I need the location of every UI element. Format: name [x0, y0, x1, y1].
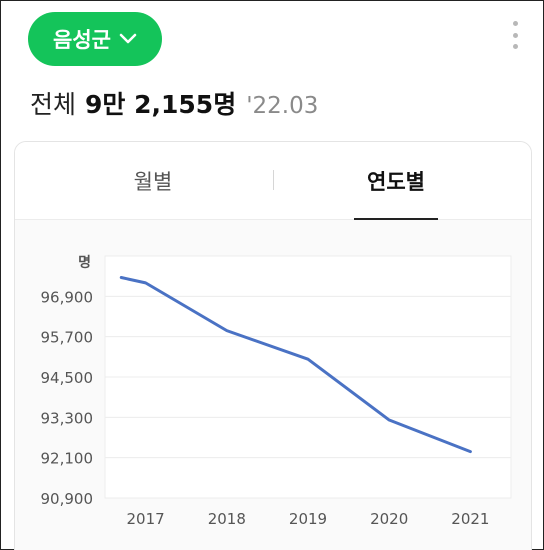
series-line [119, 276, 472, 454]
tab-yearly[interactable]: 연도별 [367, 170, 425, 194]
population-line-chart: 명 96,900 95,700 94,500 93,300 92,100 90,900 201… [41, 254, 512, 528]
chevron-down-icon [119, 33, 137, 44]
y-tick-label: 95,700 [41, 329, 94, 347]
y-tick-label: 94,500 [41, 369, 94, 387]
active-tab-indicator [354, 218, 438, 220]
tab-monthly[interactable]: 월별 [133, 170, 173, 194]
more-vertical-icon[interactable] [506, 19, 524, 51]
x-tick-label: 2021 [451, 510, 489, 528]
region-select-button[interactable]: 음성군 [28, 12, 162, 66]
y-tick-label: 90,900 [41, 490, 94, 508]
y-tick-label: 96,900 [41, 288, 94, 306]
x-tick-label: 2017 [127, 510, 165, 528]
y-tick-label: 92,100 [41, 450, 94, 468]
population-count: 9만 2,155명 [85, 90, 237, 119]
y-unit-label: 명 [78, 254, 91, 271]
tab-divider [273, 170, 274, 190]
region-label: 음성군 [53, 28, 111, 52]
summary-label: 전체 [30, 90, 77, 119]
period-tabs: 월별 연도별 [15, 142, 531, 220]
x-tick-label: 2020 [370, 510, 408, 528]
stats-card: 월별 연도별 명 96,900 95,700 94,500 93,300 92,100 90… [14, 141, 532, 550]
y-tick-label: 93,300 [41, 409, 94, 427]
x-tick-label: 2019 [289, 510, 327, 528]
x-tick-label: 2018 [208, 510, 246, 528]
population-summary: 전체 9만 2,155명 '22.03 [30, 85, 318, 121]
reference-period: '22.03 [246, 93, 319, 119]
